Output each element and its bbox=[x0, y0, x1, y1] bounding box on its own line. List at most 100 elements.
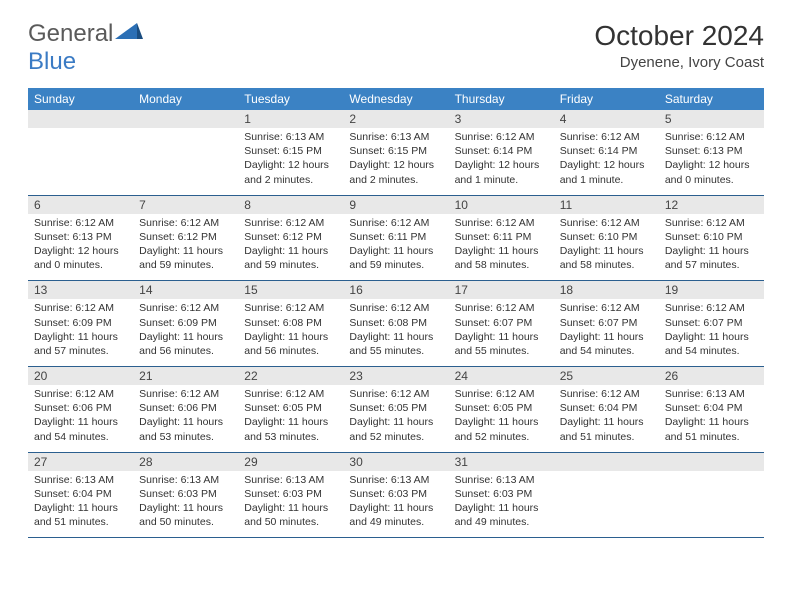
calendar-week-row: 20Sunrise: 6:12 AMSunset: 6:06 PMDayligh… bbox=[28, 367, 764, 453]
day-cell: 9Sunrise: 6:12 AMSunset: 6:11 PMDaylight… bbox=[343, 195, 448, 281]
day-detail: Sunrise: 6:13 AMSunset: 6:03 PMDaylight:… bbox=[238, 471, 343, 538]
sunrise-text: Sunrise: 6:12 AM bbox=[665, 301, 758, 315]
sunset-text: Sunset: 6:07 PM bbox=[455, 316, 548, 330]
sunrise-text: Sunrise: 6:12 AM bbox=[560, 130, 653, 144]
daylight-text: Daylight: 11 hours and 59 minutes. bbox=[139, 244, 232, 272]
day-detail: Sunrise: 6:13 AMSunset: 6:15 PMDaylight:… bbox=[238, 128, 343, 195]
daylight-text: Daylight: 11 hours and 56 minutes. bbox=[244, 330, 337, 358]
sunset-text: Sunset: 6:03 PM bbox=[455, 487, 548, 501]
sunrise-text: Sunrise: 6:12 AM bbox=[34, 301, 127, 315]
day-cell: 10Sunrise: 6:12 AMSunset: 6:11 PMDayligh… bbox=[449, 195, 554, 281]
daylight-text: Daylight: 11 hours and 58 minutes. bbox=[560, 244, 653, 272]
daylight-text: Daylight: 11 hours and 53 minutes. bbox=[244, 415, 337, 443]
day-number: 30 bbox=[343, 453, 448, 471]
daylight-text: Daylight: 11 hours and 49 minutes. bbox=[455, 501, 548, 529]
sunrise-text: Sunrise: 6:12 AM bbox=[560, 301, 653, 315]
day-detail: Sunrise: 6:12 AMSunset: 6:11 PMDaylight:… bbox=[343, 214, 448, 281]
sunrise-text: Sunrise: 6:13 AM bbox=[139, 473, 232, 487]
daylight-text: Daylight: 12 hours and 2 minutes. bbox=[244, 158, 337, 186]
daylight-text: Daylight: 12 hours and 2 minutes. bbox=[349, 158, 442, 186]
day-number: 16 bbox=[343, 281, 448, 299]
sunset-text: Sunset: 6:15 PM bbox=[244, 144, 337, 158]
sunset-text: Sunset: 6:11 PM bbox=[455, 230, 548, 244]
day-cell: 1Sunrise: 6:13 AMSunset: 6:15 PMDaylight… bbox=[238, 110, 343, 195]
day-number: 23 bbox=[343, 367, 448, 385]
day-number: 19 bbox=[659, 281, 764, 299]
day-cell bbox=[659, 452, 764, 538]
day-detail: Sunrise: 6:12 AMSunset: 6:07 PMDaylight:… bbox=[449, 299, 554, 366]
sunrise-text: Sunrise: 6:12 AM bbox=[244, 387, 337, 401]
location: Dyenene, Ivory Coast bbox=[594, 54, 764, 71]
day-number: 13 bbox=[28, 281, 133, 299]
daylight-text: Daylight: 11 hours and 54 minutes. bbox=[665, 330, 758, 358]
day-header: Tuesday bbox=[238, 88, 343, 110]
day-cell: 15Sunrise: 6:12 AMSunset: 6:08 PMDayligh… bbox=[238, 281, 343, 367]
day-detail: Sunrise: 6:12 AMSunset: 6:10 PMDaylight:… bbox=[554, 214, 659, 281]
day-number: 1 bbox=[238, 110, 343, 128]
day-cell: 29Sunrise: 6:13 AMSunset: 6:03 PMDayligh… bbox=[238, 452, 343, 538]
sunset-text: Sunset: 6:03 PM bbox=[349, 487, 442, 501]
sunset-text: Sunset: 6:07 PM bbox=[665, 316, 758, 330]
title-block: October 2024 Dyenene, Ivory Coast bbox=[594, 20, 764, 71]
day-number: 14 bbox=[133, 281, 238, 299]
day-number: 15 bbox=[238, 281, 343, 299]
day-detail: Sunrise: 6:12 AMSunset: 6:05 PMDaylight:… bbox=[343, 385, 448, 452]
day-number bbox=[659, 453, 764, 471]
day-detail: Sunrise: 6:12 AMSunset: 6:08 PMDaylight:… bbox=[343, 299, 448, 366]
day-cell: 23Sunrise: 6:12 AMSunset: 6:05 PMDayligh… bbox=[343, 367, 448, 453]
day-detail: Sunrise: 6:13 AMSunset: 6:04 PMDaylight:… bbox=[28, 471, 133, 538]
day-detail: Sunrise: 6:12 AMSunset: 6:11 PMDaylight:… bbox=[449, 214, 554, 281]
day-detail: Sunrise: 6:13 AMSunset: 6:15 PMDaylight:… bbox=[343, 128, 448, 195]
sunrise-text: Sunrise: 6:12 AM bbox=[349, 387, 442, 401]
sunset-text: Sunset: 6:04 PM bbox=[665, 401, 758, 415]
sunset-text: Sunset: 6:05 PM bbox=[349, 401, 442, 415]
calendar-week-row: 27Sunrise: 6:13 AMSunset: 6:04 PMDayligh… bbox=[28, 452, 764, 538]
day-number: 6 bbox=[28, 196, 133, 214]
sunrise-text: Sunrise: 6:13 AM bbox=[34, 473, 127, 487]
day-header: Monday bbox=[133, 88, 238, 110]
day-number: 4 bbox=[554, 110, 659, 128]
day-number: 11 bbox=[554, 196, 659, 214]
daylight-text: Daylight: 11 hours and 51 minutes. bbox=[34, 501, 127, 529]
sunrise-text: Sunrise: 6:12 AM bbox=[34, 216, 127, 230]
day-detail: Sunrise: 6:12 AMSunset: 6:06 PMDaylight:… bbox=[28, 385, 133, 452]
day-header: Saturday bbox=[659, 88, 764, 110]
sunrise-text: Sunrise: 6:13 AM bbox=[349, 473, 442, 487]
daylight-text: Daylight: 11 hours and 56 minutes. bbox=[139, 330, 232, 358]
day-cell: 27Sunrise: 6:13 AMSunset: 6:04 PMDayligh… bbox=[28, 452, 133, 538]
sunrise-text: Sunrise: 6:12 AM bbox=[560, 387, 653, 401]
day-cell bbox=[28, 110, 133, 195]
day-cell: 8Sunrise: 6:12 AMSunset: 6:12 PMDaylight… bbox=[238, 195, 343, 281]
sunrise-text: Sunrise: 6:12 AM bbox=[455, 387, 548, 401]
daylight-text: Daylight: 11 hours and 51 minutes. bbox=[665, 415, 758, 443]
day-detail: Sunrise: 6:12 AMSunset: 6:09 PMDaylight:… bbox=[133, 299, 238, 366]
sunrise-text: Sunrise: 6:13 AM bbox=[665, 387, 758, 401]
day-number: 12 bbox=[659, 196, 764, 214]
day-cell: 13Sunrise: 6:12 AMSunset: 6:09 PMDayligh… bbox=[28, 281, 133, 367]
day-cell: 3Sunrise: 6:12 AMSunset: 6:14 PMDaylight… bbox=[449, 110, 554, 195]
daylight-text: Daylight: 11 hours and 57 minutes. bbox=[665, 244, 758, 272]
day-cell: 12Sunrise: 6:12 AMSunset: 6:10 PMDayligh… bbox=[659, 195, 764, 281]
day-detail: Sunrise: 6:12 AMSunset: 6:05 PMDaylight:… bbox=[238, 385, 343, 452]
day-cell bbox=[133, 110, 238, 195]
sunset-text: Sunset: 6:03 PM bbox=[244, 487, 337, 501]
day-detail: Sunrise: 6:12 AMSunset: 6:04 PMDaylight:… bbox=[554, 385, 659, 452]
sunrise-text: Sunrise: 6:12 AM bbox=[560, 216, 653, 230]
daylight-text: Daylight: 11 hours and 49 minutes. bbox=[349, 501, 442, 529]
day-cell: 6Sunrise: 6:12 AMSunset: 6:13 PMDaylight… bbox=[28, 195, 133, 281]
day-detail: Sunrise: 6:12 AMSunset: 6:05 PMDaylight:… bbox=[449, 385, 554, 452]
day-cell: 18Sunrise: 6:12 AMSunset: 6:07 PMDayligh… bbox=[554, 281, 659, 367]
day-cell: 19 Sunrise: 6:12 AMSunset: 6:07 PMDayligh… bbox=[659, 281, 764, 367]
day-number: 20 bbox=[28, 367, 133, 385]
daylight-text: Daylight: 12 hours and 1 minute. bbox=[455, 158, 548, 186]
daylight-text: Daylight: 12 hours and 1 minute. bbox=[560, 158, 653, 186]
day-header-row: Sunday Monday Tuesday Wednesday Thursday… bbox=[28, 88, 764, 110]
day-number: 31 bbox=[449, 453, 554, 471]
daylight-text: Daylight: 11 hours and 50 minutes. bbox=[139, 501, 232, 529]
day-number: 28 bbox=[133, 453, 238, 471]
sunrise-text: Sunrise: 6:12 AM bbox=[139, 301, 232, 315]
daylight-text: Daylight: 11 hours and 59 minutes. bbox=[244, 244, 337, 272]
day-cell: 21Sunrise: 6:12 AMSunset: 6:06 PMDayligh… bbox=[133, 367, 238, 453]
day-number bbox=[554, 453, 659, 471]
day-detail bbox=[554, 471, 659, 529]
